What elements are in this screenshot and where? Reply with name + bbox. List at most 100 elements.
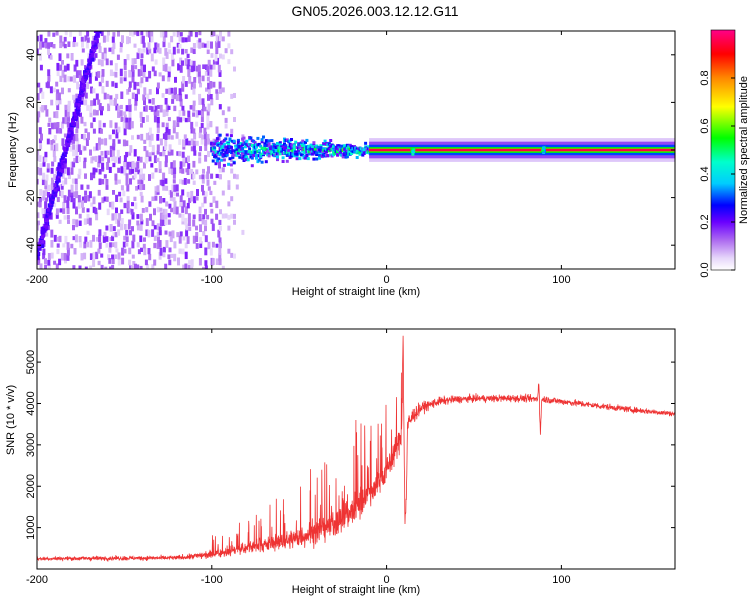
spectrogram-cell: [123, 128, 127, 136]
spectrogram-cell: [227, 162, 231, 166]
spectrogram-cell: [211, 223, 215, 231]
spectrogram-x-ticks: -200 -100 0 100: [26, 31, 571, 286]
spectrogram-cell: [212, 64, 216, 70]
spectrogram-cell: [148, 127, 152, 136]
spectrogram-cell: [178, 88, 182, 96]
spectrogram-cell: [139, 156, 143, 163]
spectrogram-cell: [72, 265, 76, 269]
spectrogram-cell: [81, 92, 85, 97]
spectrogram-cell: [66, 196, 70, 201]
spectrogram-cell: [75, 144, 79, 150]
spectrogram-cell: [90, 122, 94, 129]
spectrogram-cell: [50, 42, 54, 48]
spectrogram-cell: [99, 128, 103, 134]
spectrogram-cell: [182, 264, 186, 269]
spectrogram-cell: [200, 122, 204, 129]
spectrogram-cell: [270, 150, 274, 154]
spectrogram-cell: [162, 246, 166, 253]
spectrogram-cell: [156, 157, 160, 162]
spectrogram-cell: [162, 64, 166, 72]
spectrogram-cell: [212, 81, 216, 88]
spectrogram-cell: [198, 31, 202, 36]
spectrogram-cell: [42, 248, 46, 256]
spectrogram-cell: [109, 242, 113, 248]
spectrogram-cell: [179, 57, 183, 65]
spectrogram-cell: [76, 110, 80, 115]
spectrogram-cell: [170, 162, 174, 169]
spectrogram-cell: [98, 137, 101, 146]
spectrogram-cell: [78, 70, 82, 76]
spectrogram-cell: [159, 179, 163, 186]
spectrogram-cell: [172, 46, 176, 55]
spectrogram-cell: [56, 122, 60, 128]
spectrogram-cell: [84, 173, 87, 179]
spectrogram-cell: [148, 70, 152, 79]
spectrogram-cell: [206, 40, 210, 49]
spectrogram-cell: [190, 121, 194, 130]
spectrogram-cell: [263, 144, 267, 148]
spectrogram-cell: [101, 69, 105, 77]
spectrogram-cell: [142, 42, 146, 48]
spectrogram-cell: [195, 225, 198, 231]
spectrogram-cell: [65, 142, 69, 147]
spectrogram-cell: [58, 170, 62, 175]
spectrogram-cell: [285, 159, 289, 163]
spectrogram-cell: [103, 92, 107, 100]
spectrogram-cell: [350, 152, 354, 155]
spectrogram-cell: [197, 64, 201, 72]
spectrogram-cell: [39, 87, 43, 94]
spectrogram-cell: [73, 75, 77, 83]
spectrogram-cell: [172, 197, 176, 202]
spectrogram-cell: [77, 195, 81, 203]
spectrogram-cell: [162, 183, 166, 191]
spectrogram-cell: [133, 173, 137, 179]
spectrogram-cell: [64, 116, 68, 125]
spectrogram-cell: [281, 160, 285, 163]
spectrogram-cell: [218, 161, 221, 169]
spectrogram-cell: [179, 98, 183, 107]
spectrogram-cell: [179, 200, 183, 208]
spectrogram-cell: [162, 41, 166, 48]
spectrogram-cell: [211, 159, 215, 163]
spectrogram-cell: [73, 248, 77, 255]
spectrogram-cell: [144, 259, 148, 266]
spectrogram-cell: [62, 243, 66, 248]
spectrogram-cell: [175, 206, 179, 215]
spectrogram-cell: [148, 139, 152, 147]
spectrogram-cell: [67, 116, 70, 122]
spectrogram-cell: [168, 66, 172, 72]
spectrogram-cell: [67, 100, 71, 106]
spectrogram-cell: [73, 64, 77, 72]
spectrogram-cell: [157, 236, 160, 244]
spectrogram-cell: [150, 36, 154, 43]
spectrogram-cell: [188, 197, 192, 203]
spectrogram-cell: [37, 212, 40, 219]
spectrogram-cell: [136, 82, 140, 87]
spectrogram-cell: [204, 208, 207, 215]
spectrogram-cell: [58, 53, 62, 62]
spectrogram-cell: [44, 179, 48, 186]
spectrogram-cell: [164, 98, 168, 105]
spectrogram-cell: [123, 65, 127, 71]
spectrogram-cell: [190, 259, 194, 267]
spectrogram-cell: [170, 87, 174, 94]
spectrogram-cell: [91, 156, 95, 161]
spectrogram-cell: [140, 53, 144, 59]
spectrogram-cell: [107, 31, 110, 36]
spectrogram-cell: [57, 92, 61, 101]
spectrogram-cell: [76, 138, 80, 145]
spectrogram-cell: [45, 232, 49, 237]
spectrogram-cell: [100, 151, 104, 156]
spectrogram-cell: [114, 231, 118, 238]
spectrogram-cell: [63, 146, 67, 151]
spectrogram-cell: [172, 125, 176, 134]
spectrogram-cell: [181, 60, 184, 66]
spectrogram-cell: [222, 158, 226, 162]
spectrogram-cell: [84, 236, 88, 244]
spectrogram-cell: [142, 184, 146, 190]
spectrogram-cell: [168, 203, 172, 209]
spectrogram-cell: [92, 234, 95, 242]
spectrogram-cell: [37, 150, 40, 158]
spectrogram-cell: [315, 157, 319, 161]
